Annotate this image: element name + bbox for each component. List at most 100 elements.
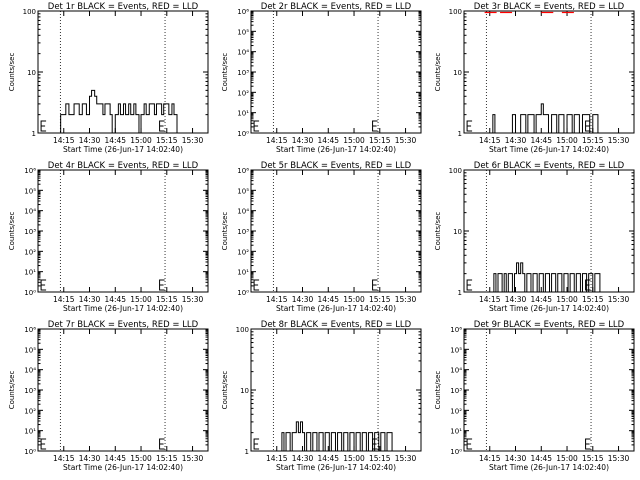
x-tick-label: 15:30 [608,295,630,304]
e-marker [253,120,260,132]
y-axis-label: Counts/sec [434,371,442,410]
panel-title: Det 2r BLACK = Events, RED = LLD [261,2,412,12]
x-tick-label: 14:30 [79,295,101,304]
panel-title: Det 3r BLACK = Events, RED = LLD [474,2,625,12]
y-tick-label: 10⁴ [24,208,36,216]
y-axis-label: Counts/sec [221,212,229,251]
x-tick-label: 15:15 [369,454,391,463]
y-tick-label: 10¹ [24,269,36,277]
x-axis-label: Start Time (26-Jun-17 14:02:40) [63,304,183,313]
y-tick-label: 10 [453,228,462,236]
panel-title: Det 5r BLACK = Events, RED = LLD [261,161,412,171]
y-tick-label: 10¹ [237,110,249,118]
y-tick-label: 10² [237,248,249,256]
y-tick-label: 100 [449,8,462,16]
y-tick-label: 10⁵ [24,187,36,195]
x-tick-label: 15:00 [556,136,578,145]
x-tick-label: 14:30 [505,295,527,304]
plot-frame [463,328,635,452]
x-tick-label: 14:45 [317,454,339,463]
y-tick-label: 1 [458,130,462,138]
x-tick-label: 15:00 [556,454,578,463]
y-tick-label: 10¹ [450,428,462,436]
x-tick-label: 15:15 [582,454,604,463]
e-marker [372,279,378,291]
e-marker [466,120,473,132]
events-series-line [58,89,178,134]
panel-title: Det 6r BLACK = Events, RED = LLD [474,161,625,171]
y-tick-label: 10⁰ [24,289,36,297]
panel-title: Det 7r BLACK = Events, RED = LLD [48,320,199,330]
y-tick-label: 10⁴ [24,367,36,375]
x-tick-label: 15:15 [156,295,178,304]
y-tick-label: 10 [240,387,249,395]
x-tick-label: 15:00 [130,454,152,463]
plot-frame [250,328,422,452]
x-tick-label: 14:15 [479,454,501,463]
y-tick-label: 10¹ [237,269,249,277]
detector-panel-9: Det 9r BLACK = Events, RED = LLD 10⁰ 10¹ 10… [434,320,635,472]
x-axis-label: Start Time (26-Jun-17 14:02:40) [489,463,609,472]
e-marker [585,120,591,132]
plot-frame [250,169,422,293]
x-tick-label: 15:30 [608,454,630,463]
x-tick-label: 15:00 [343,454,365,463]
x-tick-label: 15:00 [343,136,365,145]
panel-title: Det 8r BLACK = Events, RED = LLD [261,320,412,330]
x-tick-label: 15:15 [369,295,391,304]
x-tick-label: 14:15 [53,295,75,304]
y-axis-label: Counts/sec [434,53,442,92]
x-tick-label: 14:15 [266,136,288,145]
e-marker [40,120,47,132]
detector-panel-2: Det 2r BLACK = Events, RED = LLD 10⁰ 10¹ 10… [221,2,422,154]
detector-panel-4: Det 4r BLACK = Events, RED = LLD 10⁰ 10¹ 10… [8,161,209,313]
x-tick-label: 14:45 [104,295,126,304]
y-tick-label: 10⁵ [450,346,462,354]
events-series-line [279,421,393,452]
x-tick-label: 14:45 [530,454,552,463]
x-tick-label: 14:15 [266,295,288,304]
y-tick-label: 10 [453,69,462,77]
x-tick-label: 15:00 [130,136,152,145]
e-marker [40,438,47,450]
e-marker [253,279,260,291]
x-tick-label: 14:45 [317,295,339,304]
y-tick-label: 10³ [450,387,462,395]
y-tick-label: 10⁰ [237,130,249,138]
events-series-line [492,103,601,134]
x-tick-label: 15:30 [395,136,417,145]
x-tick-label: 14:30 [505,454,527,463]
y-tick-label: 10⁰ [450,448,462,456]
detector-panel-8: Det 8r BLACK = Events, RED = LLD 1 10 100 14… [221,320,422,472]
y-axis-label: Counts/sec [434,212,442,251]
y-axis-label: Counts/sec [221,371,229,410]
x-tick-label: 15:15 [582,136,604,145]
detector-panel-1: Det 1r BLACK = Events, RED = LLD 1 10 100 14… [8,2,209,154]
x-tick-label: 15:30 [395,454,417,463]
x-tick-label: 15:30 [608,136,630,145]
x-tick-label: 14:15 [53,136,75,145]
x-tick-label: 15:30 [182,295,204,304]
x-axis-label: Start Time (26-Jun-17 14:02:40) [276,463,396,472]
y-tick-label: 10⁶ [450,326,462,334]
y-tick-label: 10³ [24,228,36,236]
x-axis-label: Start Time (26-Jun-17 14:02:40) [276,304,396,313]
x-tick-label: 15:15 [369,136,391,145]
y-tick-label: 1 [245,448,249,456]
x-tick-label: 15:15 [156,454,178,463]
plot-frame [37,169,209,293]
y-tick-label: 1 [458,289,462,297]
y-tick-label: 10⁶ [24,167,36,175]
y-tick-label: 10⁴ [237,49,249,57]
x-axis-label: Start Time (26-Jun-17 14:02:40) [276,145,396,154]
y-tick-label: 10² [237,89,249,97]
x-tick-label: 14:30 [292,136,314,145]
x-tick-label: 14:30 [292,454,314,463]
x-tick-label: 15:15 [582,295,604,304]
x-tick-label: 14:30 [505,136,527,145]
x-tick-label: 14:15 [266,454,288,463]
y-tick-label: 10⁵ [237,187,249,195]
y-tick-label: 10⁵ [237,28,249,36]
detector-panel-6: Det 6r BLACK = Events, RED = LLD 1 10 100 14… [434,161,635,313]
detector-panel-5: Det 5r BLACK = Events, RED = LLD 10⁰ 10¹ 10… [221,161,422,313]
